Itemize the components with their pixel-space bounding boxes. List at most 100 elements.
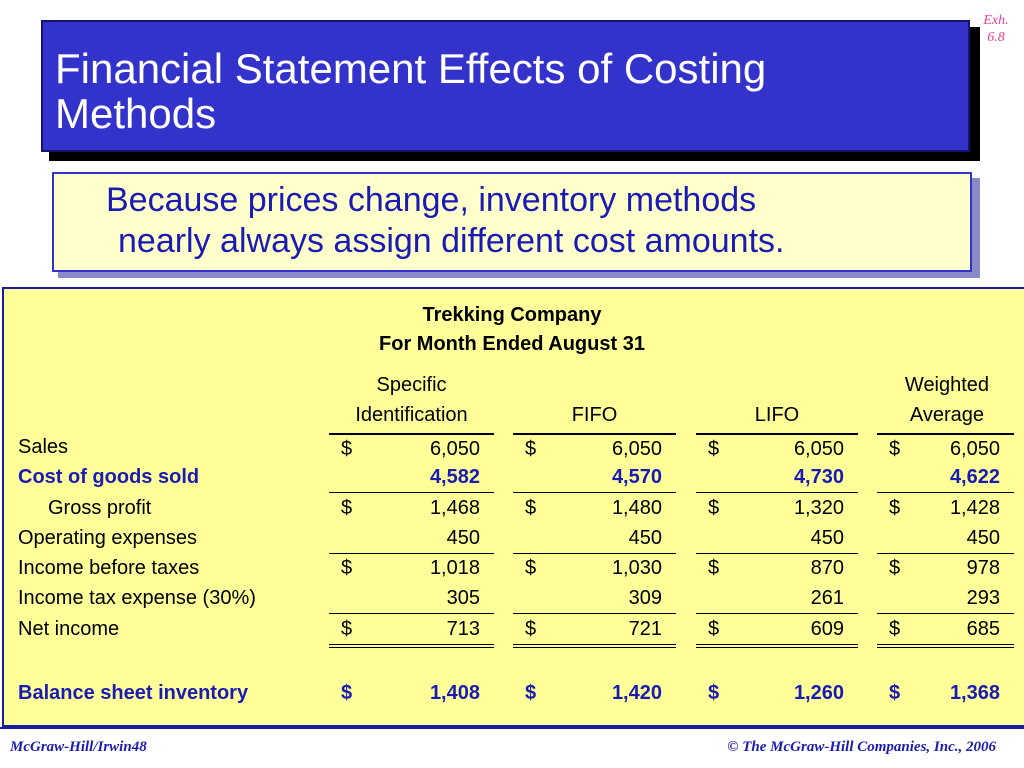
exhibit-id: 6.8 (987, 30, 1005, 45)
footer-copyright: © The McGraw-Hill Companies, Inc., 2006 (727, 739, 996, 755)
table-cell: $1,030 (513, 554, 676, 583)
dollar-sign: $ (889, 497, 901, 519)
cell-value: 1,420 (611, 682, 662, 704)
table-cell: $1,320 (696, 494, 858, 523)
cell-value: 305 (446, 587, 480, 609)
cell-value: 450 (810, 527, 844, 549)
statement-header: Trekking Company For Month Ended August … (0, 301, 1024, 359)
cell-value: 309 (628, 587, 662, 609)
cell-value: 6,050 (429, 438, 480, 460)
statement-period: For Month Ended August 31 (379, 333, 645, 355)
table-cell: $1,420 (513, 679, 676, 708)
company-name: Trekking Company (422, 304, 602, 326)
dollar-sign: $ (889, 557, 901, 579)
dollar-sign: $ (341, 497, 353, 519)
column-header-line-1: Specific (376, 374, 447, 396)
dollar-sign: $ (341, 557, 353, 579)
table-cell: $6,050 (696, 433, 858, 464)
column-header-lifo: LIFO (696, 400, 858, 430)
table-row-balance-sheet-inventory: Balance sheet inventory $1,408 $1,420 $1… (0, 679, 1024, 709)
table-cell: 450 (513, 524, 676, 554)
dollar-sign: $ (525, 557, 537, 579)
table-cell: $609 (696, 615, 858, 648)
dollar-sign: $ (525, 682, 537, 704)
table-cell: 450 (877, 524, 1014, 554)
dollar-sign: $ (341, 438, 353, 460)
table-cell: $1,018 (329, 554, 494, 583)
dollar-sign: $ (708, 438, 720, 460)
table-row-net-income: Net income $713 $721 $609 $685 (0, 615, 1024, 648)
table-cell: $870 (696, 554, 858, 583)
income-statement-panel (2, 287, 1024, 727)
dollar-sign: $ (525, 497, 537, 519)
cell-value: 1,468 (429, 497, 480, 519)
cell-value: 721 (628, 618, 662, 640)
cell-value: 1,260 (793, 682, 844, 704)
subtitle-line-1: Because prices change, inventory methods (106, 181, 757, 219)
exhibit-number: Exh. 6.8 (972, 12, 1020, 46)
dollar-sign: $ (708, 618, 720, 640)
cell-value: 1,018 (429, 557, 480, 579)
cell-value: 978 (966, 557, 1000, 579)
table-cell: $978 (877, 554, 1014, 583)
subtitle-text: Because prices change, inventory methods… (106, 180, 950, 262)
dollar-sign: $ (525, 618, 537, 640)
dollar-sign: $ (341, 618, 353, 640)
subtitle-box: Because prices change, inventory methods… (52, 172, 972, 272)
table-row-income-tax: Income tax expense (30%) 305 309 261 293 (0, 584, 1024, 614)
table-cell: 450 (329, 524, 494, 554)
cell-value: 609 (810, 618, 844, 640)
cell-value: 1,428 (949, 497, 1000, 519)
table-cell: $713 (329, 615, 494, 648)
cell-value: 870 (810, 557, 844, 579)
column-header-specific: Specific Identification (329, 370, 494, 430)
cell-value: 293 (966, 587, 1000, 609)
table-cell: $1,428 (877, 494, 1014, 523)
footer-divider (0, 727, 1024, 729)
dollar-sign: $ (525, 438, 537, 460)
table-row-operating-expenses: Operating expenses 450 450 450 450 (0, 524, 1024, 554)
subtitle-line-2: nearly always assign different cost amou… (118, 222, 785, 260)
column-header-line-2: FIFO (571, 404, 618, 426)
table-cell: $685 (877, 615, 1014, 648)
table-cell: 4,570 (513, 463, 676, 493)
table-row-income-before-taxes: Income before taxes $1,018 $1,030 $870 $… (0, 554, 1024, 584)
cell-value: 1,408 (429, 682, 480, 704)
title-line-2: Methods (55, 90, 217, 137)
cell-value: 4,622 (949, 466, 1000, 488)
table-cell: $1,368 (877, 679, 1014, 708)
row-label: Operating expenses (18, 527, 198, 549)
cell-value: 1,480 (611, 497, 662, 519)
column-header-line-1: Weighted (904, 374, 990, 396)
table-cell: 261 (696, 584, 858, 614)
exhibit-label: Exh. (983, 13, 1009, 28)
table-cell: 4,622 (877, 463, 1014, 493)
cell-value: 713 (446, 618, 480, 640)
cell-value: 4,570 (611, 466, 662, 488)
table-row-sales: Sales $6,050 $6,050 $6,050 $6,050 (0, 433, 1024, 463)
table-cell: 4,730 (696, 463, 858, 493)
table-row-gross-profit: Gross profit $1,468 $1,480 $1,320 $1,428 (0, 494, 1024, 524)
table-cell: $1,468 (329, 494, 494, 523)
dollar-sign: $ (889, 618, 901, 640)
cell-value: 1,368 (949, 682, 1000, 704)
cell-value: 450 (628, 527, 662, 549)
table-cell: $1,260 (696, 679, 858, 708)
row-label: Income before taxes (18, 557, 200, 579)
table-cell: $6,050 (329, 433, 494, 464)
table-cell: $1,408 (329, 679, 494, 708)
dollar-sign: $ (889, 682, 901, 704)
title-line-1: Financial Statement Effects of Costing (55, 45, 767, 92)
cell-value: 450 (446, 527, 480, 549)
dollar-sign: $ (708, 682, 720, 704)
dollar-sign: $ (708, 557, 720, 579)
dollar-sign: $ (708, 497, 720, 519)
column-header-fifo: FIFO (513, 400, 676, 430)
table-cell: 450 (696, 524, 858, 554)
table-cell: $6,050 (877, 433, 1014, 464)
table-cell: 293 (877, 584, 1014, 614)
row-label: Gross profit (48, 497, 152, 519)
table-cell: 309 (513, 584, 676, 614)
dollar-sign: $ (889, 438, 901, 460)
column-header-weighted: Weighted Average (877, 370, 1017, 430)
